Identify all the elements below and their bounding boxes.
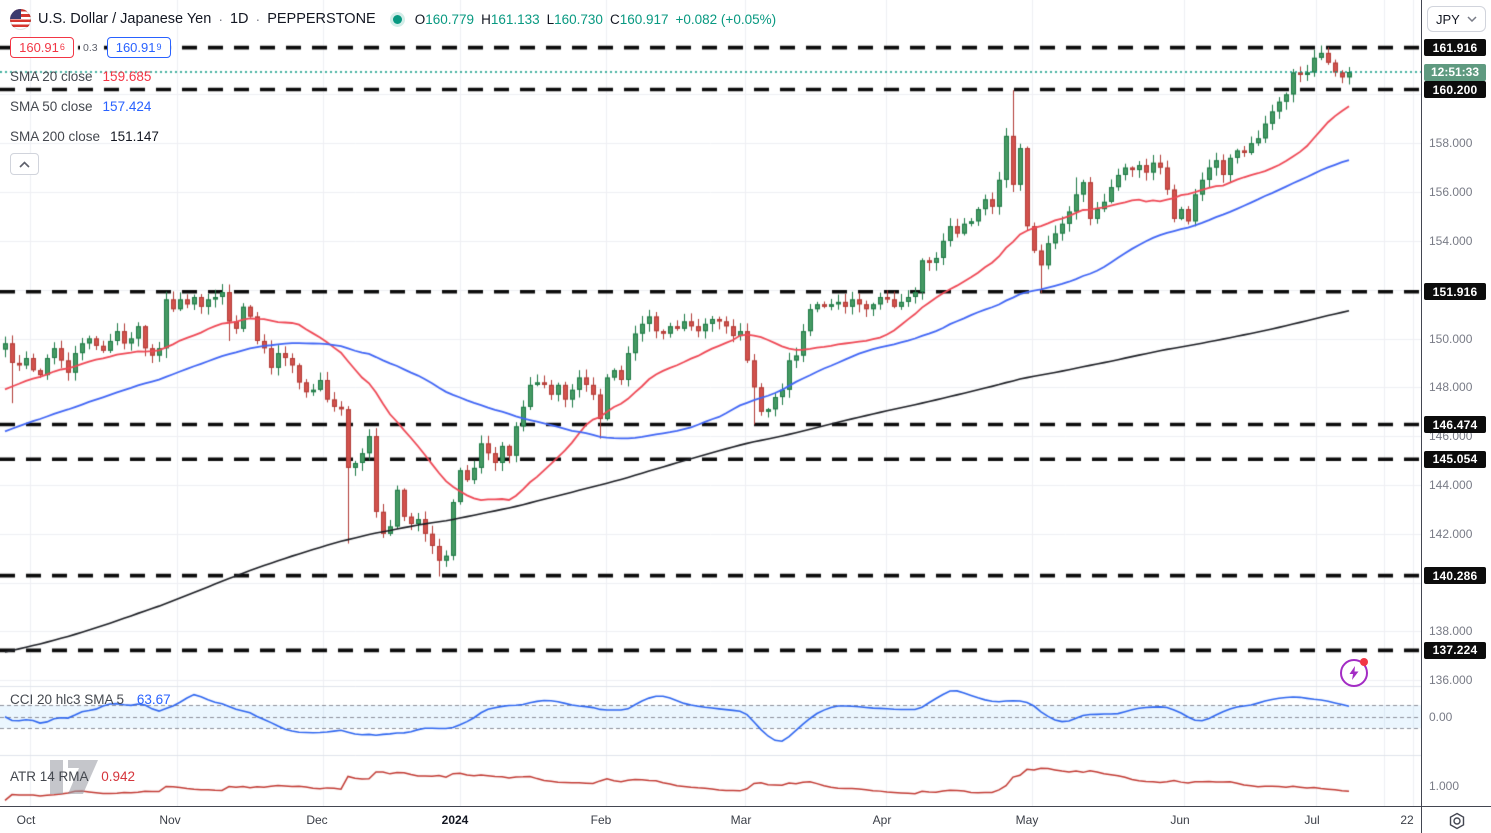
spread-label: 0.3 [80,41,101,54]
close-value: 160.917 [619,11,669,27]
ohlc-values: O160.779 H161.133 L160.730 C160.917 +0.0… [415,12,776,27]
sma20-name: SMA 20 close [10,68,93,84]
time-axis-label: Jul [1304,813,1320,827]
chevron-up-icon [19,160,30,168]
time-axis-label: Dec [306,813,328,827]
price-tick-label: 142.000 [1429,526,1473,541]
separator-dot: · [218,11,223,27]
sma50-value: 157.424 [102,98,152,114]
legend-collapse-button[interactable] [10,153,39,175]
time-axis-label: Oct [16,813,36,827]
cci-title: CCI 20 hlc3 SMA 5 [10,692,125,707]
indicator-legend-sma50[interactable]: SMA 50 close 157.424 [10,94,776,118]
new-feature-lightning-icon[interactable] [1340,658,1368,687]
high-label: H [481,11,491,27]
hexagon-circle-icon [1449,812,1465,830]
us-flag-icon [10,8,31,30]
low-value: 160.730 [554,11,603,27]
price-level-label: 145.054 [1424,450,1486,468]
price-tick-label: 148.000 [1429,380,1473,395]
close-label: C [609,11,620,27]
time-axis[interactable]: Oct Nov Dec 2024 Feb Mar Apr May Jun Jul 22 [0,806,1491,833]
price-level-label: 160.200 [1424,81,1486,99]
price-level-label: 140.286 [1424,567,1486,585]
price-tick-label: 144.000 [1429,477,1473,492]
open-value: 160.779 [425,11,475,27]
price-level-label: 161.916 [1424,39,1486,57]
chart-legend: U.S. Dollar / Japanese Yen · 1D · PEPPER… [10,8,776,175]
indicator-legend-sma200[interactable]: SMA 200 close 151.147 [10,124,776,148]
tradingview-logo-watermark [50,760,98,794]
main-chart-canvas[interactable] [0,0,1421,806]
ask-value: 160.91 [115,40,156,55]
time-axis-label: 22 [1400,813,1414,827]
bar-countdown-label: 12:51:33 [1424,63,1486,81]
time-axis-label: May [1015,813,1039,827]
time-axis-label: Apr [872,813,892,827]
timezone-settings-button[interactable] [1447,811,1467,831]
broker-label[interactable]: PEPPERSTONE [267,11,376,27]
lightning-bolt-icon [1349,666,1359,680]
chart-area[interactable]: U.S. Dollar / Japanese Yen · 1D · PEPPER… [0,0,1421,806]
bid-fractional-pip: 6 [59,42,65,52]
low-label: L [546,11,555,27]
price-tick-label: 136.000 [1429,673,1473,688]
price-tick-label: 154.000 [1429,233,1473,248]
price-level-label: 137.224 [1424,641,1486,659]
time-axis-label: Feb [590,813,612,827]
atr-axis-tick: 1.000 [1429,779,1460,793]
change-value: +0.082 (+0.05%) [675,11,777,27]
open-label: O [414,11,426,27]
time-axis-label: Jun [1170,813,1190,827]
atr-value: 0.942 [101,769,136,784]
axis-corner-divider [1421,807,1422,833]
currency-dropdown[interactable]: JPY [1427,6,1486,32]
bid-value: 160.91 [19,40,59,55]
sma200-value: 151.147 [110,128,159,144]
sma20-value: 159.685 [102,68,152,84]
cci-axis-tick: 0.00 [1429,710,1453,724]
indicator-legend-sma20[interactable]: SMA 20 close 159.685 [10,64,776,88]
price-axis[interactable]: JPY 158.000 156.000 154.000 150.000 148.000 1… [1421,0,1491,806]
market-status-icon[interactable] [392,14,402,24]
bid-ask-row: 160.91 6 0.3 160.91 9 [10,37,776,58]
symbol-header-row[interactable]: U.S. Dollar / Japanese Yen · 1D · PEPPER… [10,8,776,30]
sma200-name: SMA 200 close [10,128,101,144]
buy-button[interactable]: 160.91 9 [106,37,171,58]
atr-title: ATR 14 RMA [10,769,89,784]
cci-pane-header[interactable]: CCI 20 hlc3 SMA 5 63.67 [10,692,171,707]
currency-label: JPY [1436,11,1460,27]
price-tick-label: 156.000 [1429,185,1473,200]
cci-value: 63.67 [136,692,171,707]
separator-dot: · [255,11,261,27]
ask-fractional-pip: 9 [156,42,162,52]
price-tick-label: 138.000 [1429,624,1473,639]
price-tick-label: 158.000 [1429,136,1473,151]
symbol-title[interactable]: U.S. Dollar / Japanese Yen [38,11,212,27]
time-axis-label: 2024 [441,813,469,827]
time-axis-label: Mar [730,813,752,827]
chevron-down-icon [1467,16,1477,22]
price-level-label: 151.916 [1424,283,1486,301]
price-tick-label: 150.000 [1429,331,1473,346]
price-level-label: 146.474 [1424,416,1486,434]
notification-dot [1360,658,1368,666]
time-axis-label: Nov [159,813,181,827]
sma50-name: SMA 50 close [10,98,93,114]
interval-label[interactable]: 1D [229,11,249,27]
sell-button[interactable]: 160.91 6 [10,37,74,58]
high-value: 161.133 [490,11,540,27]
atr-pane-header[interactable]: ATR 14 RMA 0.942 [10,769,135,784]
